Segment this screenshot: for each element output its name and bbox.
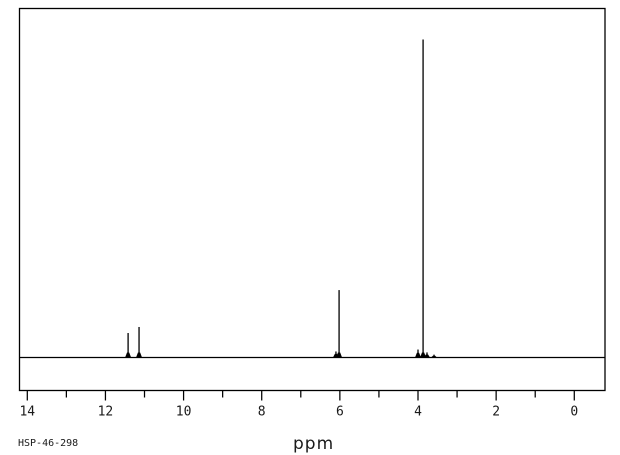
x-axis-tick-label: 6: [336, 405, 344, 420]
x-axis-tick-label: 12: [98, 405, 114, 420]
sample-id-label: HSP-46-298: [18, 438, 79, 449]
x-axis-tick-label: 8: [258, 405, 266, 420]
x-axis-tick-label: 2: [492, 405, 500, 420]
x-axis-title: ppm: [293, 434, 335, 454]
x-axis-tick-label: 0: [570, 405, 578, 420]
x-axis-tick-label: 10: [176, 405, 192, 420]
x-axis-tick-label: 14: [19, 405, 35, 420]
x-axis-tick-label: 4: [414, 405, 422, 420]
plot-frame: [18, 7, 606, 392]
